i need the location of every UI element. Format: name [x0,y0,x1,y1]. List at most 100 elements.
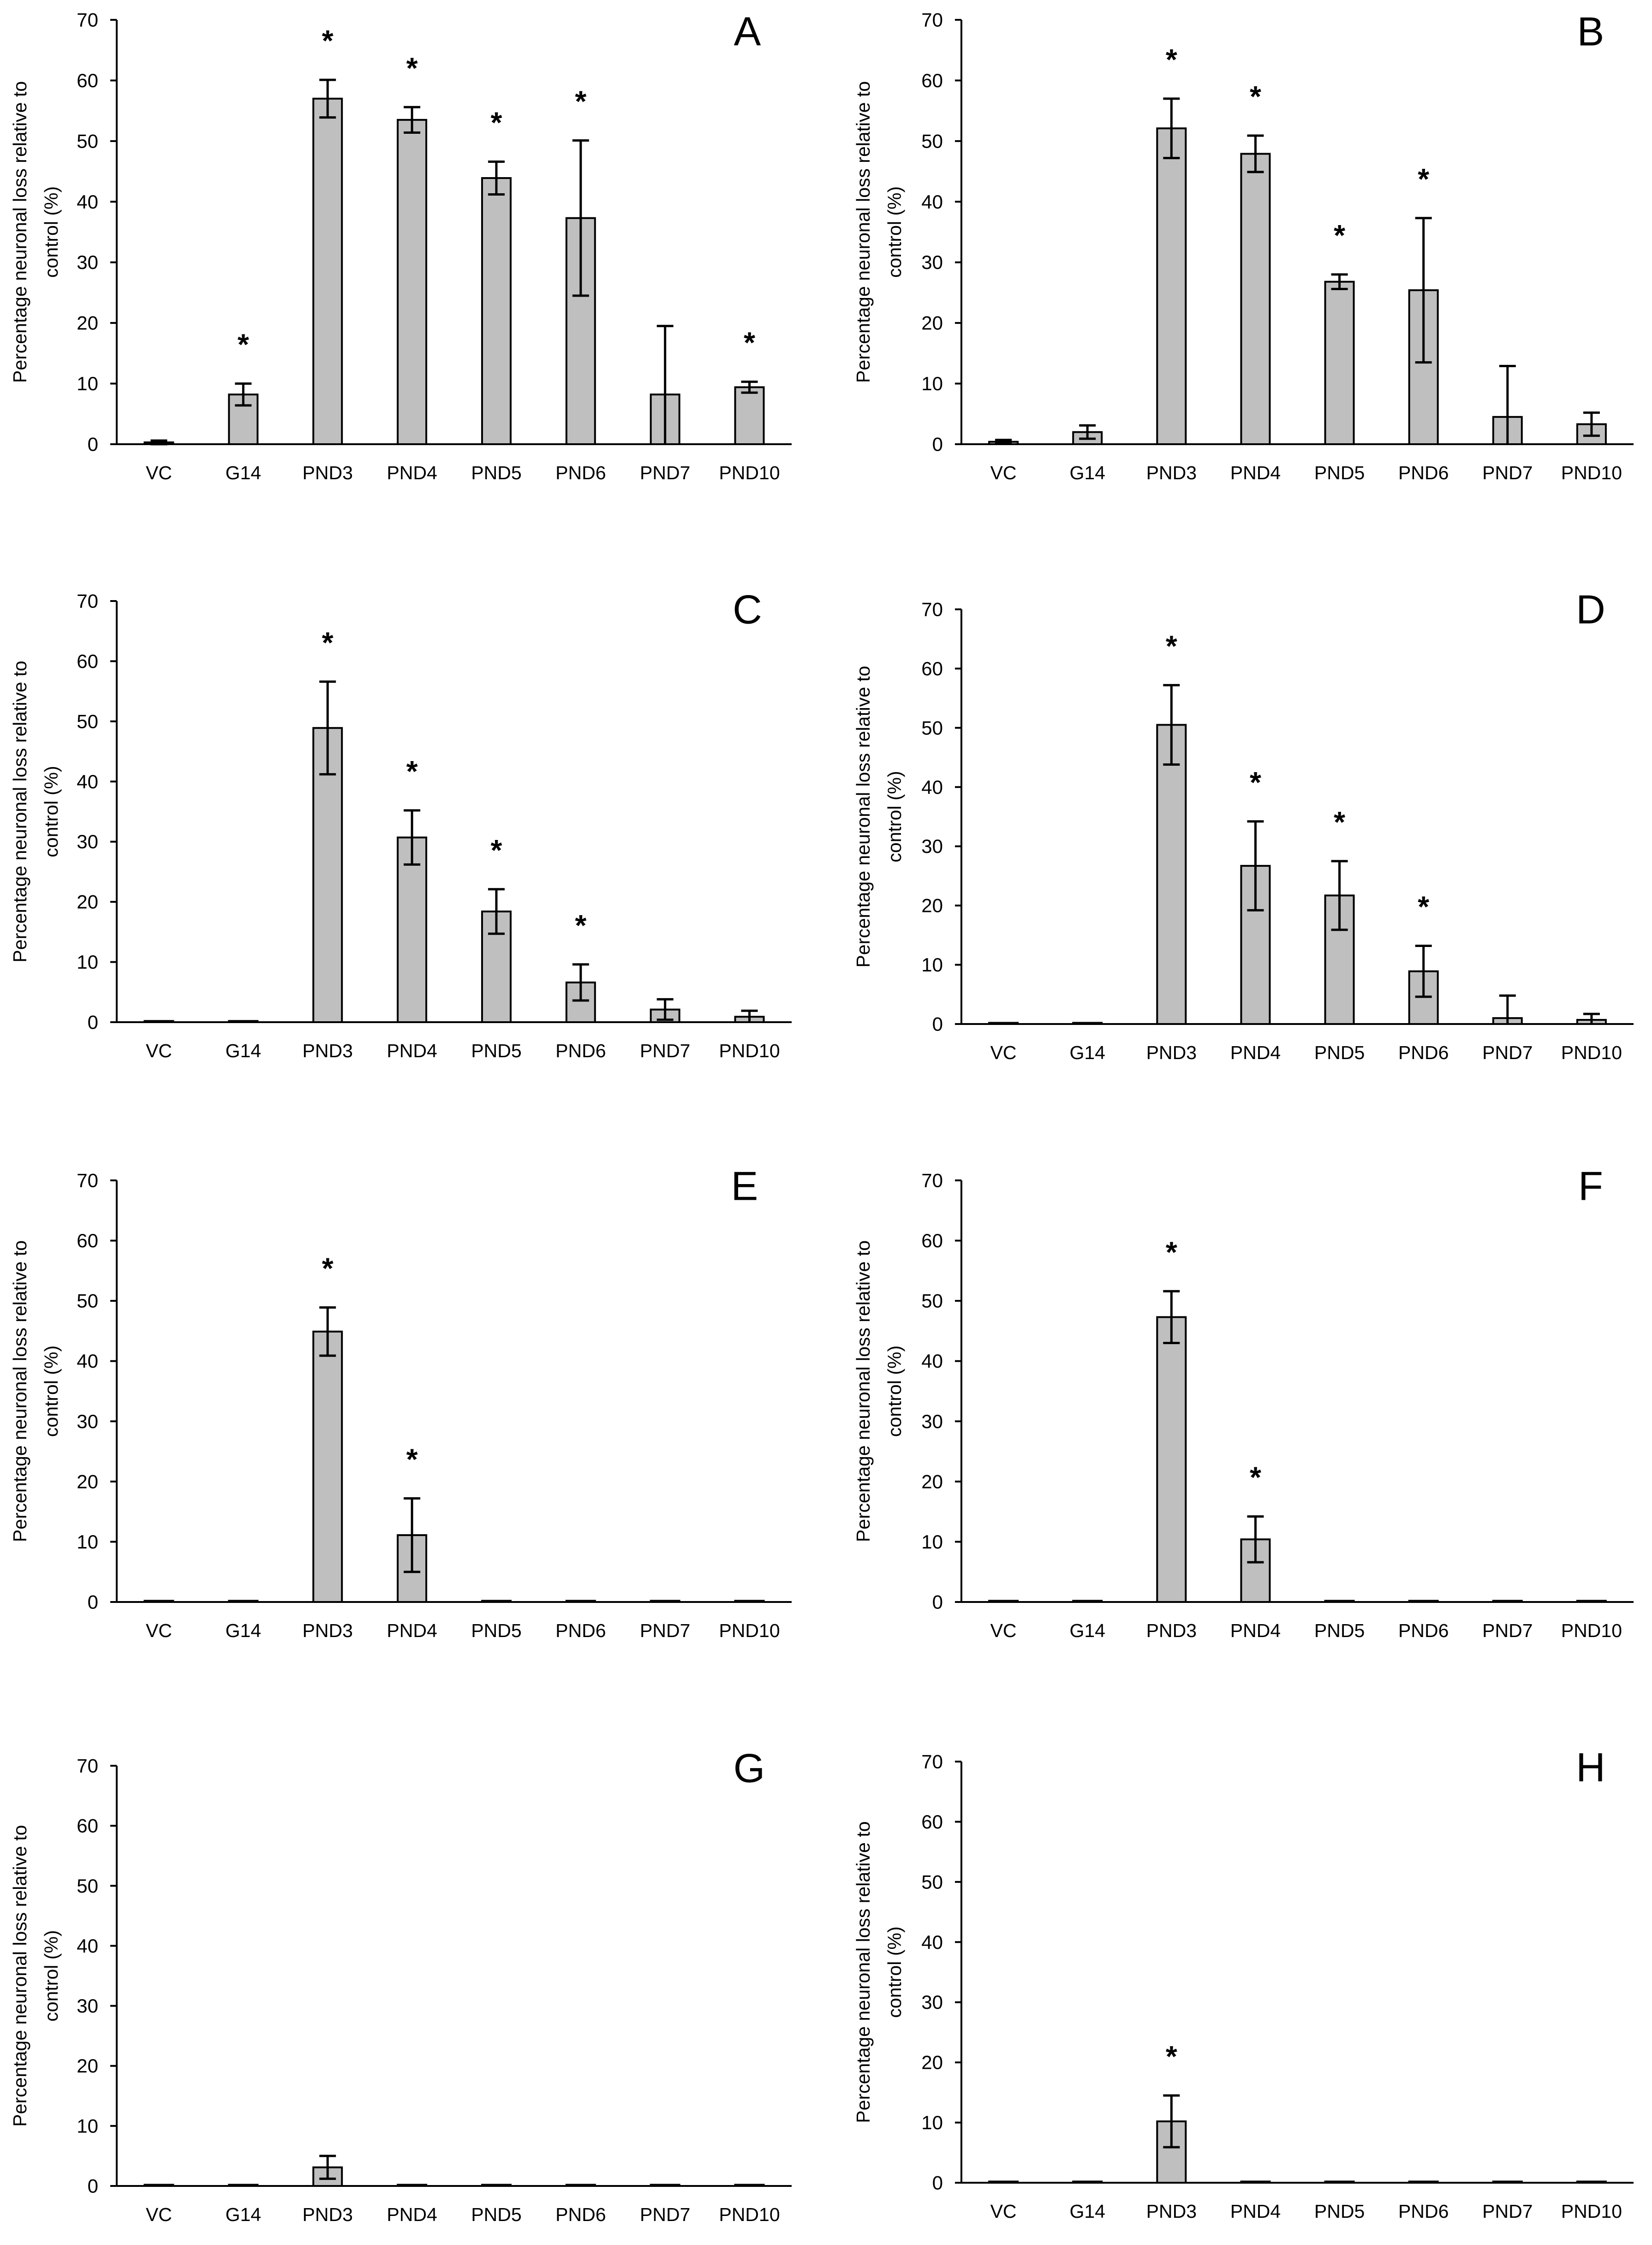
y-tick-label-f-10: 10 [921,1531,943,1553]
error-bar-d-pnd10 [1583,1012,1600,1024]
y-tick-label-g-20: 20 [77,2055,98,2077]
significance-marker-f-pnd4: * [1250,1461,1261,1494]
error-bar-f-pnd3 [1163,1290,1180,1345]
error-bar-b-pnd6 [1415,217,1432,364]
error-bar-b-pnd4 [1247,134,1264,173]
y-axis-title-e-line-1: Percentage neuronal loss relative to [9,1240,30,1542]
x-category-label-c-pnd5: PND5 [471,1040,521,1061]
x-category-label-a-pnd6: PND6 [555,462,606,483]
x-category-label-g-vc: VC [146,2204,172,2225]
x-category-label-d-vc: VC [990,1042,1017,1063]
panel-label-c: C [733,587,762,632]
x-category-label-d-g14: G14 [1069,1042,1105,1063]
y-axis-title-e-line-2: control (%) [41,1346,62,1437]
significance-marker-a-g14: * [238,328,249,361]
panel-label-b: B [1577,9,1604,54]
x-category-label-b-vc: VC [990,462,1017,483]
x-category-label-c-g14: G14 [226,1040,262,1061]
y-axis-title-c-line-1: Percentage neuronal loss relative to [9,661,30,962]
x-category-label-h-pnd10: PND10 [1561,2201,1622,2222]
panel-label-f: F [1578,1163,1603,1209]
y-tick-label-b-30: 30 [921,251,943,273]
x-category-label-d-pnd6: PND6 [1398,1042,1449,1063]
error-bar-c-pnd4 [404,809,421,866]
y-tick-label-a-30: 30 [77,251,98,273]
significance-marker-b-pnd4: * [1250,80,1261,113]
significance-marker-h-pnd3: * [1166,2040,1177,2073]
x-category-label-d-pnd3: PND3 [1146,1042,1197,1063]
error-bar-b-pnd7 [1499,364,1516,444]
error-bar-a-pnd4 [404,106,421,134]
x-category-label-f-vc: VC [990,1620,1017,1641]
error-bar-d-pnd6 [1415,944,1432,998]
x-category-label-c-pnd7: PND7 [640,1040,690,1061]
error-bar-f-pnd4 [1247,1515,1264,1564]
significance-marker-a-pnd6: * [575,85,586,118]
x-category-label-e-pnd6: PND6 [555,1620,606,1641]
y-axis-title-b-line-1: Percentage neuronal loss relative to [853,81,874,383]
significance-marker-b-pnd5: * [1334,219,1345,252]
y-axis-title-g-line-2: control (%) [41,1930,62,2021]
y-tick-label-b-40: 40 [921,191,943,213]
x-category-label-h-pnd7: PND7 [1482,2201,1533,2222]
significance-marker-a-pnd10: * [744,326,755,359]
bar-e-pnd3 [312,1330,343,1603]
error-bar-b-pnd10 [1583,411,1600,437]
y-tick-label-d-70: 70 [921,599,943,620]
x-category-label-f-pnd4: PND4 [1230,1620,1281,1641]
y-tick-label-f-20: 20 [921,1471,943,1492]
x-category-label-h-pnd3: PND3 [1146,2201,1197,2222]
significance-marker-e-pnd4: * [406,1442,418,1476]
x-category-label-f-pnd6: PND6 [1398,1620,1449,1641]
y-tick-label-h-20: 20 [921,2052,943,2073]
significance-marker-a-pnd4: * [406,51,418,84]
y-tick-label-h-70: 70 [921,1751,943,1773]
x-category-label-b-pnd10: PND10 [1561,462,1622,483]
y-tick-label-b-20: 20 [921,312,943,334]
error-bar-g-pnd3 [319,2155,336,2180]
x-category-label-a-pnd5: PND5 [471,462,521,483]
significance-marker-f-pnd3: * [1166,1235,1177,1268]
x-category-label-d-pnd5: PND5 [1314,1042,1365,1063]
x-category-label-b-g14: G14 [1069,462,1105,483]
panel-a: Percentage neuronal loss relative to cont… [9,9,792,483]
y-tick-label-f-40: 40 [921,1350,943,1372]
significance-marker-c-pnd5: * [490,834,502,867]
y-tick-label-d-30: 30 [921,835,943,857]
y-tick-label-b-50: 50 [921,130,943,152]
panel-b: Percentage neuronal loss relative to cont… [853,9,1634,483]
x-category-label-g-pnd6: PND6 [555,2204,606,2225]
significance-marker-d-pnd3: * [1166,629,1177,662]
error-bar-d-pnd5 [1331,860,1348,931]
y-tick-label-a-50: 50 [77,130,98,152]
error-bar-c-pnd7 [656,998,674,1021]
error-bar-a-pnd3 [319,78,336,119]
x-category-label-e-pnd7: PND7 [640,1620,690,1641]
x-category-label-e-pnd3: PND3 [303,1620,353,1641]
error-bar-a-g14 [235,382,252,407]
x-category-label-b-pnd3: PND3 [1146,462,1197,483]
error-bar-c-pnd3 [319,680,336,776]
y-axis-title-b-line-2: control (%) [884,186,905,278]
significance-marker-d-pnd6: * [1418,890,1429,923]
y-axis-title-g-line-1: Percentage neuronal loss relative to [9,1825,30,2126]
significance-marker-e-pnd3: * [322,1252,334,1285]
error-bar-h-pnd3 [1163,2094,1180,2149]
bar-b-pnd3 [1156,127,1187,445]
y-tick-label-f-50: 50 [921,1290,943,1312]
error-bar-c-pnd5 [488,888,505,935]
x-category-label-g-g14: G14 [226,2204,262,2225]
bar-a-pnd5 [481,177,512,445]
x-category-label-c-pnd10: PND10 [719,1040,780,1061]
x-category-label-d-pnd4: PND4 [1230,1042,1281,1063]
x-category-label-h-pnd4: PND4 [1230,2201,1281,2222]
significance-marker-b-pnd6: * [1418,162,1429,196]
panel-f: Percentage neuronal loss relative to cont… [853,1163,1634,1641]
y-tick-label-g-30: 30 [77,1995,98,2017]
significance-marker-c-pnd6: * [575,909,586,942]
x-category-label-a-g14: G14 [226,462,262,483]
y-tick-label-b-60: 60 [921,70,943,91]
y-tick-label-g-10: 10 [77,2115,98,2137]
x-category-label-c-vc: VC [146,1040,172,1061]
